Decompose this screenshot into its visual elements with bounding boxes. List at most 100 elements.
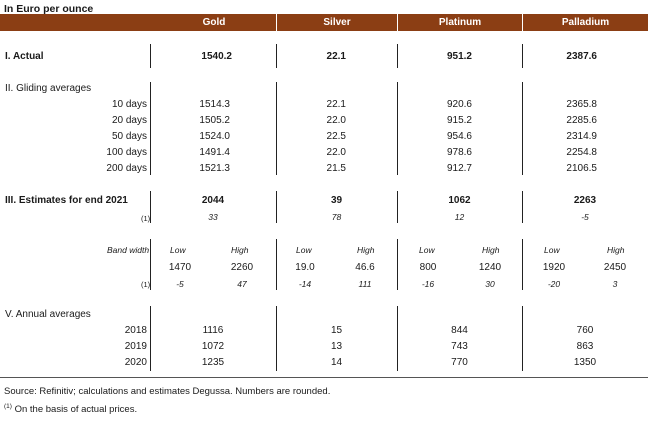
estimate-change-silver: 78 xyxy=(331,212,342,222)
column-divider xyxy=(150,239,151,290)
band-high-silver: 46.6 xyxy=(355,262,375,273)
gliding-gold: 1505.2 xyxy=(199,115,230,126)
band-low-label: Low xyxy=(544,245,560,255)
footer-divider xyxy=(0,377,648,378)
annual-gold: 1072 xyxy=(201,341,225,352)
column-divider xyxy=(522,82,523,175)
column-divider xyxy=(522,306,523,371)
band-low-label: Low xyxy=(170,245,186,255)
column-divider xyxy=(276,239,277,290)
band-high-change-gold: 47 xyxy=(237,279,247,289)
gliding-platinum: 978.6 xyxy=(446,147,472,158)
column-divider xyxy=(522,191,523,223)
header-separator xyxy=(397,14,398,31)
footnote-text: On the basis of actual prices. xyxy=(11,404,138,416)
estimate-silver: 39 xyxy=(330,195,343,206)
footnote-marker: (1) xyxy=(4,403,12,410)
gliding-row-label: 10 days xyxy=(111,99,147,110)
column-divider xyxy=(150,191,151,223)
gliding-row-label: 200 days xyxy=(106,163,147,174)
gliding-platinum: 920.6 xyxy=(446,99,472,110)
header-bar xyxy=(0,14,648,31)
annual-row-label: 2018 xyxy=(124,325,147,336)
actual-gold: 1540.2 xyxy=(201,51,232,62)
gliding-silver: 22.0 xyxy=(326,147,346,158)
estimate-gold: 2044 xyxy=(201,195,225,206)
annual-palladium: 760 xyxy=(576,325,594,336)
column-header-palladium: Palladium xyxy=(561,17,610,28)
source-note: Source: Refinitiv; calculations and esti… xyxy=(4,386,331,397)
footnote-marker: (1) xyxy=(141,214,151,223)
column-divider xyxy=(397,82,398,175)
column-divider xyxy=(276,306,277,371)
band-high-platinum: 1240 xyxy=(478,262,502,273)
band-low-change-silver: -14 xyxy=(298,279,312,289)
annual-gold: 1235 xyxy=(201,357,225,368)
section-label-annual: V. Annual averages xyxy=(5,309,91,320)
gliding-row-label: 50 days xyxy=(111,131,147,142)
band-high-label: High xyxy=(482,245,500,255)
gliding-row-label: 20 days xyxy=(111,115,147,126)
band-high-label: High xyxy=(231,245,249,255)
annual-palladium: 1350 xyxy=(573,357,597,368)
band-high-label: High xyxy=(607,245,625,255)
header-separator xyxy=(276,14,277,31)
column-header-platinum: Platinum xyxy=(438,17,482,28)
column-divider xyxy=(397,191,398,223)
annual-palladium: 863 xyxy=(576,341,594,352)
gliding-palladium: 2106.5 xyxy=(566,163,597,174)
band-low-change-palladium: -20 xyxy=(547,279,561,289)
column-header-gold: Gold xyxy=(202,17,226,28)
column-divider xyxy=(397,239,398,290)
annual-silver: 15 xyxy=(330,325,343,336)
annual-row-label: 2020 xyxy=(124,357,147,368)
gliding-silver: 22.1 xyxy=(326,99,346,110)
annual-silver: 13 xyxy=(330,341,343,352)
actual-platinum: 951.2 xyxy=(446,51,472,62)
annual-row-label: 2019 xyxy=(124,341,147,352)
footnote-marker: (1) xyxy=(141,280,151,289)
column-divider xyxy=(522,44,523,68)
footnote: (1) On the basis of actual prices. xyxy=(4,403,137,415)
estimate-platinum: 1062 xyxy=(448,195,471,206)
actual-palladium: 2387.6 xyxy=(566,51,597,62)
band-high-change-platinum: 30 xyxy=(485,279,495,289)
annual-gold: 1116 xyxy=(202,325,224,336)
gliding-silver: 22.5 xyxy=(326,131,346,142)
estimate-palladium: 2263 xyxy=(573,195,597,206)
annual-platinum: 743 xyxy=(451,341,468,352)
band-high-label: High xyxy=(357,245,375,255)
band-low-palladium: 1920 xyxy=(542,262,566,273)
gliding-gold: 1521.3 xyxy=(199,163,230,174)
estimate-change-palladium: -5 xyxy=(581,212,589,222)
annual-platinum: 844 xyxy=(451,325,468,336)
band-low-change-gold: -5 xyxy=(176,279,184,289)
estimate-change-platinum: 12 xyxy=(454,212,465,222)
header-separator xyxy=(522,14,523,31)
column-divider xyxy=(150,44,151,68)
row-label-actual: I. Actual xyxy=(5,51,44,62)
gliding-gold: 1524.0 xyxy=(199,131,230,142)
column-divider xyxy=(276,191,277,223)
band-low-platinum: 800 xyxy=(419,262,437,273)
actual-silver: 22.1 xyxy=(326,51,346,62)
annual-platinum: 770 xyxy=(451,357,468,368)
band-high-palladium: 2450 xyxy=(603,262,627,273)
gliding-platinum: 954.6 xyxy=(446,131,472,142)
column-divider xyxy=(150,306,151,371)
gliding-row-label: 100 days xyxy=(106,147,147,158)
gliding-gold: 1491.4 xyxy=(199,147,230,158)
band-low-change-platinum: -16 xyxy=(421,279,435,289)
band-low-label: Low xyxy=(296,245,312,255)
band-low-label: Low xyxy=(419,245,435,255)
gliding-palladium: 2254.8 xyxy=(566,147,597,158)
band-high-gold: 2260 xyxy=(230,262,254,273)
gliding-silver: 22.0 xyxy=(326,115,346,126)
annual-silver: 14 xyxy=(330,357,343,368)
column-divider xyxy=(150,82,151,175)
column-header-silver: Silver xyxy=(323,17,351,28)
gliding-gold: 1514.3 xyxy=(199,99,230,110)
column-divider xyxy=(276,44,277,68)
gliding-palladium: 2365.8 xyxy=(566,99,597,110)
band-width-label: Band width xyxy=(107,245,150,255)
